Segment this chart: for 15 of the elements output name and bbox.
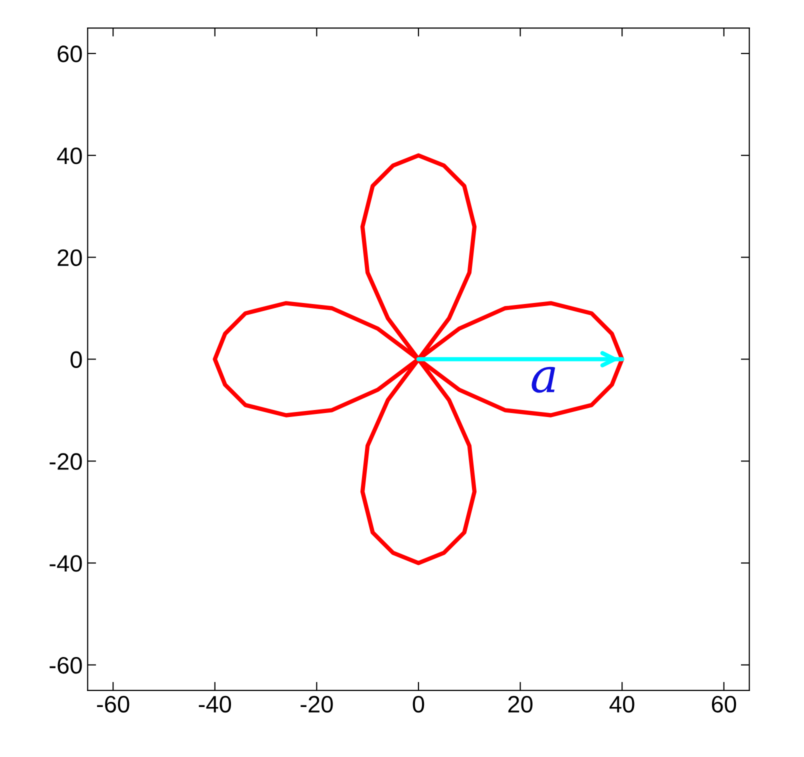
x-tick-label: 40	[609, 696, 634, 713]
y-tick-label: 40	[57, 147, 82, 164]
y-tick-label: 0	[70, 351, 82, 368]
y-tick-label: 20	[58, 249, 82, 266]
y-tick-label: -60	[50, 656, 82, 674]
y-tick-label: 60	[58, 46, 82, 62]
x-tick-label: 0	[412, 696, 424, 713]
annotation: a	[532, 366, 556, 393]
x-tick-label: -40	[198, 696, 232, 713]
x-tick-label: -20	[300, 696, 333, 713]
y-tick-label: -20	[50, 453, 82, 470]
x-tick-label: 20	[508, 696, 532, 713]
x-tick-label: 60	[712, 696, 736, 713]
y-tick-label: -40	[50, 555, 82, 572]
x-tick-label: -60	[97, 696, 130, 713]
